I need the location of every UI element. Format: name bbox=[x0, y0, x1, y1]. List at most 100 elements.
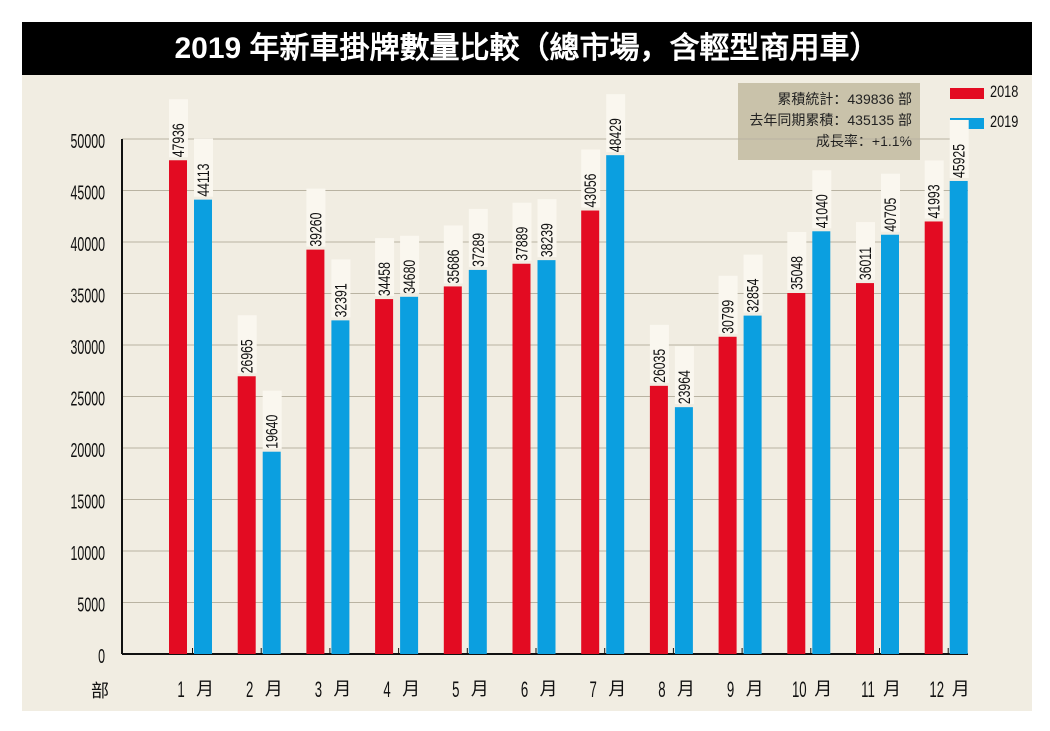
value-label-bg bbox=[949, 119, 969, 178]
value-label-2019-4: 34680 bbox=[401, 260, 419, 294]
x-tick-label-4: 4 bbox=[383, 678, 390, 702]
y-tick-label: 35000 bbox=[71, 284, 105, 307]
legend-label-2018: 2018 bbox=[990, 82, 1019, 101]
bar-2018-9 bbox=[718, 336, 737, 654]
value-label-2018-3: 39260 bbox=[308, 213, 326, 247]
bar-2018-7 bbox=[581, 210, 600, 654]
value-label-bg bbox=[468, 208, 488, 267]
bar-2019-9 bbox=[743, 315, 762, 654]
value-label-bg bbox=[194, 138, 213, 197]
value-label-bg bbox=[649, 324, 669, 383]
value-label-bg bbox=[512, 202, 532, 261]
value-label-bg bbox=[262, 390, 282, 449]
x-tick-label-8: 8 bbox=[658, 678, 665, 702]
value-label-bg bbox=[237, 315, 257, 374]
summary-growth: 成長率：+1.1% bbox=[815, 133, 912, 149]
value-label-bg bbox=[400, 235, 420, 294]
bar-2019-6 bbox=[537, 260, 556, 654]
bar-2018-1 bbox=[169, 160, 187, 654]
bar-2019-4 bbox=[400, 296, 419, 654]
x-tick-label-1: 1 bbox=[177, 678, 184, 702]
value-label-2018-12: 41993 bbox=[926, 184, 944, 218]
value-label-bg bbox=[443, 225, 463, 284]
bar-2018-10 bbox=[787, 293, 806, 654]
x-tick-suffix: 月 bbox=[471, 679, 489, 699]
summary-box: 累積統計：439836 部 去年同期累積：435135 部 成長率：+1.1% bbox=[738, 83, 920, 160]
y-tick-label: 20000 bbox=[71, 439, 105, 462]
x-tick-label-9: 9 bbox=[727, 678, 734, 702]
bar-2018-8 bbox=[649, 385, 668, 654]
y-tick-label: 40000 bbox=[71, 233, 105, 256]
value-label-2019-11: 40705 bbox=[882, 198, 900, 232]
x-tick-suffix: 月 bbox=[677, 679, 695, 699]
value-label-2019-10: 41040 bbox=[814, 194, 832, 228]
x-tick-label-5: 5 bbox=[452, 678, 459, 702]
x-tick-label-10: 10 bbox=[792, 678, 807, 702]
value-label-2019-1: 44113 bbox=[195, 164, 213, 197]
bar-2019-3 bbox=[331, 320, 350, 654]
x-tick-label-3: 3 bbox=[315, 678, 322, 702]
value-label-2018-5: 35686 bbox=[445, 249, 463, 283]
y-tick-label: 45000 bbox=[71, 181, 105, 204]
value-label-2018-1: 47936 bbox=[170, 123, 188, 157]
value-label-bg bbox=[787, 232, 807, 291]
value-label-2018-8: 26035 bbox=[651, 349, 669, 383]
legend-swatch-2018 bbox=[950, 88, 984, 99]
x-tick-suffix: 月 bbox=[883, 679, 901, 699]
x-tick-suffix: 月 bbox=[265, 679, 283, 699]
y-tick-label: 25000 bbox=[71, 387, 105, 410]
value-label-2019-7: 48429 bbox=[607, 118, 625, 152]
bar-2018-3 bbox=[306, 249, 325, 654]
y-tick-label: 5000 bbox=[77, 593, 105, 616]
x-tick-label-11: 11 bbox=[861, 678, 875, 702]
value-label-bg bbox=[924, 160, 944, 219]
x-tick-suffix: 月 bbox=[333, 679, 351, 699]
summary-cumulative: 累積統計：439836 部 bbox=[777, 91, 912, 107]
value-label-2018-6: 37889 bbox=[514, 227, 532, 261]
x-tick-suffix: 月 bbox=[746, 679, 764, 699]
value-label-bg bbox=[331, 259, 351, 318]
value-label-2018-7: 43056 bbox=[582, 174, 600, 208]
chart-title: 2019 年新車掛牌數量比較（總市場，含輕型商用車） bbox=[22, 22, 1032, 75]
value-label-bg bbox=[581, 149, 601, 208]
bar-2019-10 bbox=[812, 231, 831, 654]
bar-2019-7 bbox=[606, 155, 625, 654]
x-tick-suffix: 月 bbox=[814, 679, 832, 699]
value-label-2018-9: 30799 bbox=[720, 300, 738, 334]
value-label-bg bbox=[375, 238, 395, 297]
bar-2019-2 bbox=[262, 451, 281, 654]
value-label-2018-4: 34458 bbox=[376, 262, 394, 296]
bar-2018-5 bbox=[443, 286, 462, 654]
x-tick-suffix: 月 bbox=[402, 679, 420, 699]
value-label-bg bbox=[606, 94, 626, 153]
value-label-bg bbox=[306, 188, 326, 247]
bar-2018-12 bbox=[924, 221, 943, 654]
y-tick-label: 10000 bbox=[71, 542, 105, 565]
x-tick-label-12: 12 bbox=[929, 678, 944, 702]
value-label-bg bbox=[537, 199, 557, 258]
value-label-2019-9: 32854 bbox=[745, 279, 763, 313]
value-label-2019-6: 38239 bbox=[539, 223, 557, 257]
value-label-2018-10: 35048 bbox=[789, 256, 807, 290]
bar-2019-1 bbox=[194, 199, 212, 654]
y-axis-unit: 部 bbox=[91, 681, 109, 701]
value-label-bg bbox=[856, 222, 875, 281]
x-tick-suffix: 月 bbox=[608, 679, 626, 699]
bar-2019-11 bbox=[881, 234, 899, 654]
value-label-2019-3: 32391 bbox=[333, 283, 351, 317]
y-tick-label: 50000 bbox=[71, 130, 105, 153]
x-tick-label-6: 6 bbox=[521, 678, 528, 702]
summary-last-year: 去年同期累積：435135 部 bbox=[749, 112, 912, 128]
value-label-2019-5: 37289 bbox=[470, 233, 488, 267]
bar-2019-8 bbox=[674, 407, 693, 654]
value-label-bg bbox=[169, 99, 188, 158]
y-tick-label: 0 bbox=[98, 645, 105, 668]
bar-2019-5 bbox=[468, 269, 487, 654]
value-label-bg bbox=[743, 254, 763, 313]
x-tick-label-7: 7 bbox=[590, 678, 597, 702]
value-label-bg bbox=[718, 275, 738, 334]
bar-2018-4 bbox=[375, 299, 394, 654]
bar-2018-2 bbox=[237, 376, 256, 654]
x-tick-suffix: 月 bbox=[540, 679, 558, 699]
